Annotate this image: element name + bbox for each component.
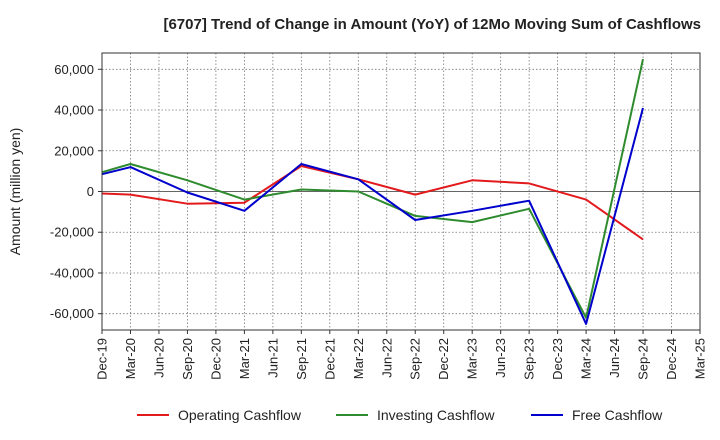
chart-title: [6707] Trend of Change in Amount (YoY) o… [163,16,701,33]
y-tick-label: 0 [87,184,94,199]
x-tick-label: Mar-20 [123,338,138,379]
x-tick-label: Jun-21 [265,338,280,378]
series-line-free-cashflow [101,107,644,325]
legend-label: Investing Cashflow [377,407,495,423]
y-tick-label: -60,000 [50,306,94,321]
series-line-investing-cashflow [101,58,644,319]
x-tick-label: Mar-21 [237,338,252,379]
axes: 60,000 40,000 20,000 0 -20,000 -40,000 -60,000… [50,52,708,380]
y-axis-label: Amount (million yen) [7,128,23,256]
x-tick-label: Jun-24 [607,338,622,378]
x-tick-label: Sep-22 [408,338,423,380]
x-tick-label: Jun-20 [151,338,166,378]
x-tick-label: Dec-19 [95,338,110,380]
x-tick-label: Dec-23 [550,338,565,380]
x-tick-label: Sep-20 [180,338,195,380]
legend: Operating Cashflow Investing Cashflow Free… [137,407,663,423]
y-tick-label: 60,000 [54,62,94,77]
x-tick-label: Jun-22 [379,338,394,378]
x-tick-label: Sep-21 [294,338,309,380]
x-tick-label: Mar-24 [579,338,594,379]
series-layer [101,58,644,325]
y-tick-label: 20,000 [54,143,94,158]
x-tick-label: Sep-23 [522,338,537,380]
x-tick-label: Mar-23 [465,338,480,379]
x-tick-label: Mar-25 [693,338,708,379]
x-tick-label: Jun-23 [493,338,508,378]
x-tick-label: Dec-21 [322,338,337,380]
y-tick-label: -20,000 [50,225,94,240]
x-tick-label: Mar-22 [351,338,366,379]
legend-label: Operating Cashflow [178,407,302,423]
y-tick-label: -40,000 [50,265,94,280]
x-tick-label: Dec-22 [436,338,451,380]
x-tick-label: Sep-24 [636,338,651,380]
x-tick-label: Dec-20 [208,338,223,380]
y-tick-label: 40,000 [54,103,94,118]
legend-label: Free Cashflow [572,407,663,423]
x-tick-label: Dec-24 [664,338,679,380]
gridlines [101,53,701,330]
